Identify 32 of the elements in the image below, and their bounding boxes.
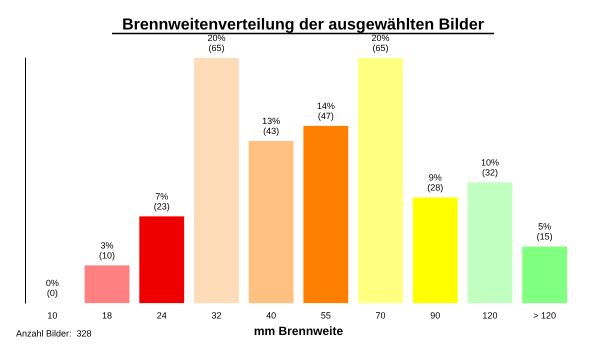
data-label: 3% (10) — [99, 240, 116, 260]
x-tick-label: 18 — [102, 310, 112, 321]
data-label: 20% (65) — [207, 33, 226, 53]
data-label: 9% (28) — [427, 172, 444, 193]
x-tick-label: 70 — [376, 310, 386, 321]
text: Anzahl Bilder: 328 — [16, 328, 92, 338]
data-label: 10% (32) — [480, 157, 499, 178]
data-label: 13% (43) — [262, 116, 280, 136]
bar — [358, 58, 403, 304]
x-tick-label: 120 — [482, 310, 498, 321]
x-tick-label: 24 — [156, 310, 167, 321]
data-label: 14% (47) — [316, 100, 335, 121]
bar — [84, 265, 130, 304]
bar — [468, 182, 512, 304]
x-tick-label: 32 — [211, 310, 222, 321]
data-label: 7% (23) — [154, 191, 170, 212]
chart-title: Brennweitenverteilung der ausgewählten Bilder — [122, 16, 484, 34]
x-tick-label: > 120 — [533, 310, 556, 321]
bar — [139, 216, 184, 304]
x-tick-label: 55 — [320, 310, 331, 321]
bar — [194, 58, 239, 304]
x-axis-title: mm Brennweite — [254, 324, 344, 338]
bar — [303, 126, 348, 304]
x-tick-label: 90 — [430, 310, 440, 321]
x-tick-label: 40 — [266, 310, 276, 321]
x-tick-label: 10 — [47, 310, 58, 321]
bar — [248, 140, 294, 304]
data-label: 0% (0) — [46, 278, 59, 298]
data-label: 20% (65) — [372, 33, 390, 53]
bar — [522, 246, 568, 304]
data-label: 5% (15) — [536, 222, 553, 242]
bar — [412, 198, 458, 304]
